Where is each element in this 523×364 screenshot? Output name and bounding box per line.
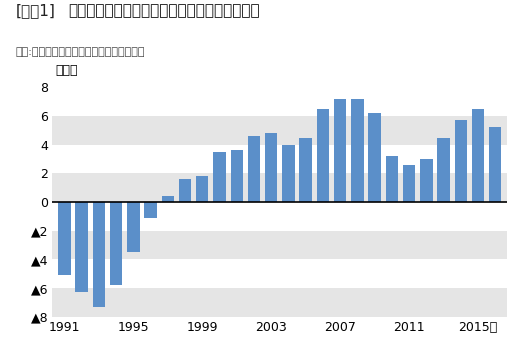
Bar xyxy=(454,120,467,202)
Bar xyxy=(472,109,484,202)
Text: [図表1]: [図表1] xyxy=(16,4,55,19)
Bar xyxy=(334,99,346,202)
Bar xyxy=(300,138,312,202)
Bar xyxy=(248,136,260,202)
Bar xyxy=(231,150,243,202)
Bar xyxy=(351,99,363,202)
Bar xyxy=(196,176,209,202)
Bar xyxy=(52,173,507,202)
Bar xyxy=(403,165,415,202)
Bar xyxy=(127,202,140,252)
Bar xyxy=(282,145,294,202)
Bar xyxy=(265,133,277,202)
Bar xyxy=(75,202,88,292)
Text: 出所:総務省「住民基本台帳人口移動報告」: 出所:総務省「住民基本台帳人口移動報告」 xyxy=(16,47,145,57)
Bar xyxy=(58,202,71,275)
Bar xyxy=(162,196,174,202)
Text: ８万人: ８万人 xyxy=(56,64,78,77)
Bar xyxy=(52,116,507,145)
Bar xyxy=(213,152,226,202)
Bar xyxy=(317,109,329,202)
Bar xyxy=(110,202,122,285)
Bar xyxy=(420,159,433,202)
Bar xyxy=(489,127,502,202)
Bar xyxy=(52,231,507,259)
Bar xyxy=(52,288,507,317)
Text: 東京都区部の転入超過数の推移（外国人含む）: 東京都区部の転入超過数の推移（外国人含む） xyxy=(68,4,259,19)
Bar xyxy=(93,202,105,306)
Bar xyxy=(385,156,398,202)
Bar xyxy=(179,179,191,202)
Bar xyxy=(368,113,381,202)
Bar xyxy=(144,202,157,218)
Bar xyxy=(437,138,450,202)
